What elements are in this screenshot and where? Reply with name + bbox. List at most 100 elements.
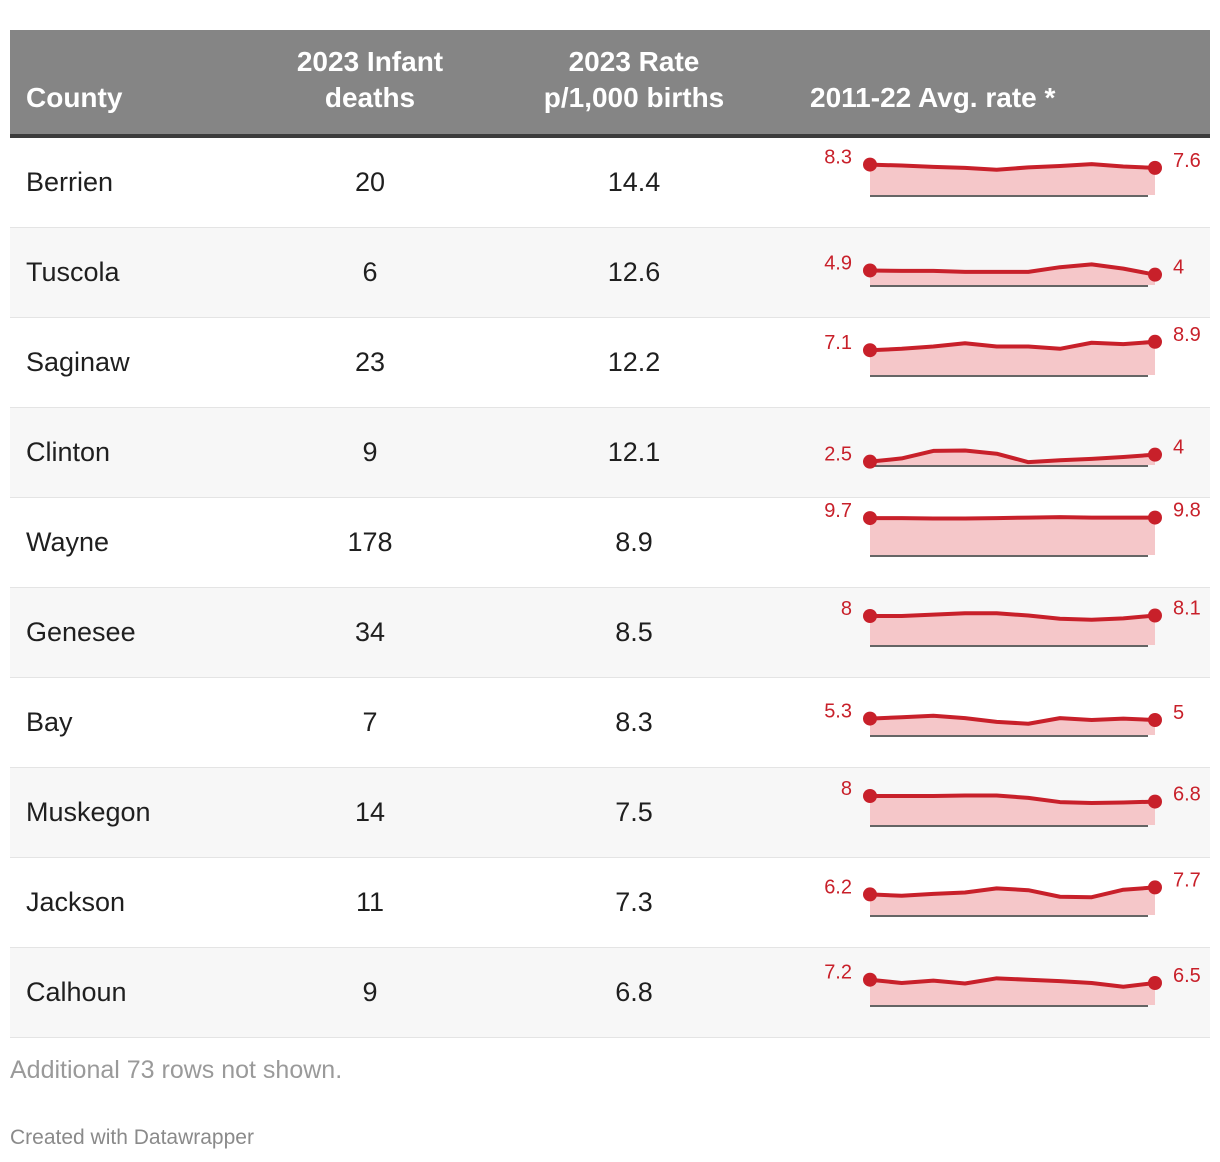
table-row: Wayne 178 8.9 9.7 9.8	[10, 498, 1210, 588]
table-row: Jackson 11 7.3 6.2 7.7	[10, 858, 1210, 948]
cell-infant-deaths: 9	[362, 437, 378, 467]
sparkline-start-label: 8	[841, 778, 852, 800]
cell-infant-deaths: 9	[362, 977, 378, 1007]
cell-infant-deaths: 23	[354, 347, 386, 377]
sparkline-line	[868, 885, 1157, 900]
cell-county: Genesee	[26, 617, 136, 647]
sparkline-line	[868, 448, 1157, 465]
cell-infant-deaths: 178	[347, 527, 393, 557]
table-row: Bay 7 8.3 5.3 5	[10, 678, 1210, 768]
cell-infant-deaths: 34	[354, 617, 386, 647]
sparkline-start-dot	[863, 454, 877, 469]
sparkline-start-dot	[863, 711, 877, 726]
sparkline-clinton: 2.5 4	[824, 437, 1184, 469]
header-rate-line1: 2023 Rate	[568, 46, 700, 77]
footnote: Additional 73 rows not shown.	[10, 1056, 343, 1084]
cell-infant-deaths: 6	[362, 257, 378, 287]
header-avg-rate-trend: 2011-22 Avg. rate *	[810, 82, 1056, 113]
sparkline-start-label: 2.5	[824, 444, 852, 466]
sparkline-calhoun: 7.2 6.5	[824, 962, 1201, 1007]
cell-rate: 8.5	[615, 617, 653, 647]
sparkline-line	[868, 339, 1157, 353]
sparkline-start-dot	[863, 609, 877, 623]
cell-county: Muskegon	[26, 797, 151, 827]
sparkline-end-label: 8.1	[1173, 598, 1201, 620]
sparkline-end-dot	[1148, 334, 1162, 349]
sparkline-muskegon: 8 6.8	[841, 778, 1201, 827]
sparkline-line	[868, 793, 1157, 805]
sparkline-saginaw: 7.1 8.9	[824, 324, 1201, 377]
sparkline-line	[868, 713, 1157, 726]
sparkline-cell: 7.2 6.5	[800, 948, 1210, 1037]
table-row: Genesee 34 8.5 8 8.1	[10, 588, 1210, 678]
sparkline-start-label: 6.2	[824, 876, 852, 898]
cell-county: Jackson	[26, 887, 126, 917]
cell-rate: 6.8	[615, 977, 653, 1007]
sparkline-cell: 4.9 4	[800, 228, 1210, 317]
sparkline-start-label: 4.9	[824, 252, 852, 274]
sparkline-start-dot	[863, 972, 877, 987]
cell-county: Wayne	[26, 527, 110, 557]
table-row: Clinton 9 12.1 2.5 4	[10, 408, 1210, 498]
cell-infant-deaths: 14	[354, 797, 386, 827]
cell-rate: 12.6	[607, 257, 661, 287]
sparkline-end-dot	[1148, 447, 1162, 462]
sparkline-line	[868, 976, 1157, 989]
table-row: Muskegon 14 7.5 8 6.8	[10, 768, 1210, 858]
sparkline-end-label: 6.5	[1173, 965, 1201, 987]
header-infant-deaths[interactable]: 2023 Infant deaths	[260, 44, 480, 116]
sparkline-end-label: 4	[1173, 437, 1184, 459]
sparkline-end-dot	[1148, 713, 1162, 727]
sparkline-berrien: 8.3 7.6	[824, 147, 1201, 197]
sparkline-end-dot	[1148, 880, 1162, 895]
sparkline-start-label: 7.2	[824, 962, 852, 984]
sparkline-end-dot	[1148, 267, 1162, 282]
cell-rate: 7.3	[615, 887, 653, 917]
sparkline-area	[870, 450, 1155, 465]
sparkline-genesee: 8 8.1	[841, 598, 1201, 647]
credit-text: Created with Datawrapper	[10, 1126, 254, 1149]
sparkline-area	[870, 795, 1155, 825]
sparkline-end-label: 4	[1173, 257, 1184, 279]
sparkline-area	[870, 264, 1155, 285]
sparkline-end-dot	[1148, 160, 1162, 175]
sparkline-line	[868, 162, 1157, 172]
header-deaths-line1: 2023 Infant	[296, 46, 444, 77]
table-header: County 2023 Infant deaths 2023 Rate p/1,…	[10, 30, 1210, 138]
cell-infant-deaths: 7	[362, 707, 378, 737]
sparkline-area	[870, 517, 1155, 555]
sparkline-area	[870, 978, 1155, 1005]
sparkline-cell: 2.5 4	[800, 408, 1210, 497]
cell-rate: 8.3	[615, 707, 653, 737]
table-body: Berrien 20 14.4 8.3 7.6 Tuscola 6 12.6 4.9 4 Sagin…	[10, 138, 1210, 1038]
cell-county: Tuscola	[26, 257, 120, 287]
sparkline-jackson: 6.2 7.7	[824, 869, 1201, 917]
sparkline-end-dot	[1148, 976, 1162, 990]
sparkline-line	[868, 262, 1157, 277]
sparkline-line	[868, 515, 1157, 521]
sparkline-end-label: 6.8	[1173, 784, 1201, 806]
header-rate[interactable]: 2023 Rate p/1,000 births	[504, 44, 764, 116]
sparkline-end-label: 7.7	[1173, 869, 1201, 891]
cell-county: Calhoun	[26, 977, 127, 1007]
sparkline-start-dot	[863, 511, 877, 526]
header-rate-line2: p/1,000 births	[543, 82, 725, 113]
cell-county: Bay	[26, 707, 73, 737]
sparkline-end-dot	[1148, 794, 1162, 809]
sparkline-start-dot	[863, 887, 877, 902]
sparkline-start-dot	[863, 263, 877, 278]
sparkline-start-dot	[863, 789, 877, 803]
sparkline-end-label: 7.6	[1173, 150, 1201, 172]
sparkline-end-dot	[1148, 510, 1162, 525]
sparkline-cell: 8 6.8	[800, 768, 1210, 857]
sparkline-cell: 8.3 7.6	[800, 138, 1210, 227]
sparkline-end-label: 8.9	[1173, 324, 1201, 346]
sparkline-start-label: 8	[841, 598, 852, 620]
sparkline-line	[868, 611, 1157, 622]
cell-rate: 7.5	[615, 797, 653, 827]
sparkline-wayne: 9.7 9.8	[824, 500, 1201, 557]
header-county[interactable]: County	[26, 82, 123, 113]
sparkline-end-dot	[1148, 608, 1162, 623]
cell-infant-deaths: 11	[355, 887, 385, 917]
table-row: Berrien 20 14.4 8.3 7.6	[10, 138, 1210, 228]
